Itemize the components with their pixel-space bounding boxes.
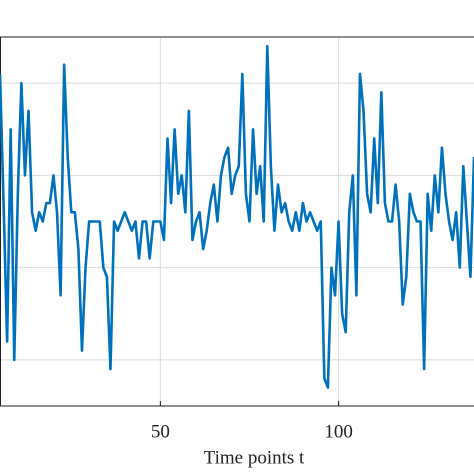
plot-frame	[0, 36, 474, 407]
x-tick-label: 100	[324, 421, 353, 442]
x-tick-label: 50	[151, 421, 170, 442]
data-line	[0, 44, 474, 389]
x-axis-label: Time points t	[204, 447, 305, 468]
